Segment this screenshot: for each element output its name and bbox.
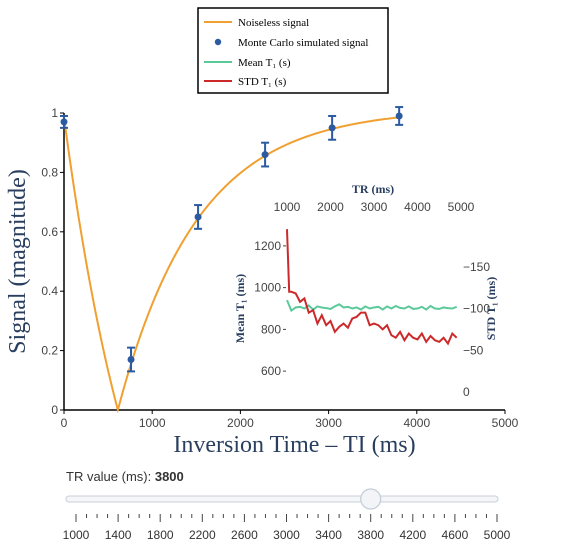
legend-label-montecarlo: Monte Carlo simulated signal <box>238 37 368 49</box>
slider-tick-label: 3800 <box>357 528 384 542</box>
y-axis-title: Signal (magnitude) <box>5 169 31 354</box>
legend-item-mean-t1[interactable]: Mean T₁ (s) <box>204 57 291 69</box>
slider-value: 3800 <box>154 469 184 484</box>
montecarlo-point <box>395 112 403 120</box>
inset-y-tick-label: 600 <box>261 364 281 378</box>
montecarlo-point-group <box>194 204 203 230</box>
inset-y2-tick-label: −100 <box>463 302 490 316</box>
montecarlo-point <box>261 151 269 159</box>
inset-y2-tick-label: 0 <box>463 385 470 399</box>
slider-track[interactable] <box>65 495 499 503</box>
y-tick-label: 1 <box>51 106 58 120</box>
inset-y2-axis-title: STD T₁ (ms) <box>484 277 498 340</box>
montecarlo-point <box>60 118 68 126</box>
inset-y-tick-label: 800 <box>261 322 281 336</box>
main-chart: 0 1000 2000 3000 4000 5000 0 0.2 0.4 0.6 0.8 1 Inver… <box>5 106 519 458</box>
montecarlo-point-group <box>261 141 270 168</box>
std-t1-line <box>286 229 458 346</box>
inset-x-tick-label: 1000 <box>274 200 301 214</box>
inset-y-tick-label: 1200 <box>254 239 281 253</box>
y-tick-label: 0.8 <box>41 165 58 179</box>
montecarlo-point <box>194 213 202 221</box>
inset-x-tick-label: 3000 <box>361 200 388 214</box>
legend: Noiseless signal Monte Carlo simulated s… <box>197 7 389 94</box>
slider-ticks: 1000 1400 1800 2200 2600 3000 3400 3800 4200 4600… <box>63 514 511 542</box>
legend-label-noiseless: Noiseless signal <box>238 17 309 29</box>
slider-handle[interactable] <box>360 488 382 510</box>
slider-tick-label: 1000 <box>63 528 90 542</box>
legend-item-montecarlo[interactable]: Monte Carlo simulated signal <box>214 37 369 49</box>
montecarlo-point-group <box>127 346 136 373</box>
tr-slider[interactable]: 1000 1400 1800 2200 2600 3000 3400 3800 4200 4600… <box>63 488 511 542</box>
y-tick-label: 0 <box>51 403 58 417</box>
inset-y2-tick-label: −150 <box>463 260 490 274</box>
legend-item-noiseless[interactable]: Noiseless signal <box>204 17 309 29</box>
slider-tick-label: 1800 <box>147 528 174 542</box>
slider-tick-label: 2200 <box>189 528 216 542</box>
montecarlo-point <box>127 356 135 364</box>
legend-label-std-t1: STD T₁ (s) <box>238 76 287 88</box>
legend-label-mean-t1: Mean T₁ (s) <box>238 57 291 69</box>
slider-tick-label: 5000 <box>484 528 511 542</box>
slider-label-text: TR value (ms): <box>66 469 155 484</box>
inset-chart: TR (ms) 1000 2000 3000 4000 5000 600 800 1000 120… <box>233 182 498 399</box>
slider-value-label: TR value (ms): 3800 <box>66 469 184 484</box>
main-chart-series <box>60 106 404 414</box>
x-tick-label: 1000 <box>139 416 166 430</box>
slider-tick-label: 4600 <box>442 528 469 542</box>
y-tick-label: 0.2 <box>41 344 58 358</box>
legend-swatch-montecarlo <box>214 38 222 46</box>
montecarlo-point-group <box>395 106 404 126</box>
inset-x-tick-label: 2000 <box>317 200 344 214</box>
x-tick-label: 3000 <box>315 416 342 430</box>
inset-x-axis-title: TR (ms) <box>352 182 394 196</box>
slider-tick-label: 4200 <box>399 528 426 542</box>
x-axis-title: Inversion Time – TI (ms) <box>173 432 415 458</box>
montecarlo-point <box>328 124 336 132</box>
montecarlo-point-group <box>60 114 68 129</box>
inset-x-tick-label: 4000 <box>404 200 431 214</box>
slider-tick-label: 1400 <box>105 528 132 542</box>
x-tick-label: 2000 <box>227 416 254 430</box>
inset-y-tick-label: 1000 <box>254 281 281 295</box>
y-tick-label: 0.4 <box>41 284 58 298</box>
y-tick-label: 0.6 <box>41 225 58 239</box>
inset-y2-tick-label: −50 <box>463 343 484 357</box>
x-tick-label: 4000 <box>403 416 430 430</box>
slider-tick-label: 3400 <box>315 528 342 542</box>
legend-item-std-t1[interactable]: STD T₁ (s) <box>204 76 287 88</box>
slider-tick-label: 2600 <box>231 528 258 542</box>
inset-y-axis-title: Mean T₁ (ms) <box>233 274 247 343</box>
x-tick-label: 0 <box>61 416 68 430</box>
x-tick-label: 5000 <box>492 416 519 430</box>
montecarlo-point-group <box>328 114 337 141</box>
slider-tick-label: 3000 <box>273 528 300 542</box>
mean-t1-line <box>286 299 458 313</box>
inset-x-tick-label: 5000 <box>448 200 475 214</box>
noiseless-signal-line <box>63 116 400 414</box>
